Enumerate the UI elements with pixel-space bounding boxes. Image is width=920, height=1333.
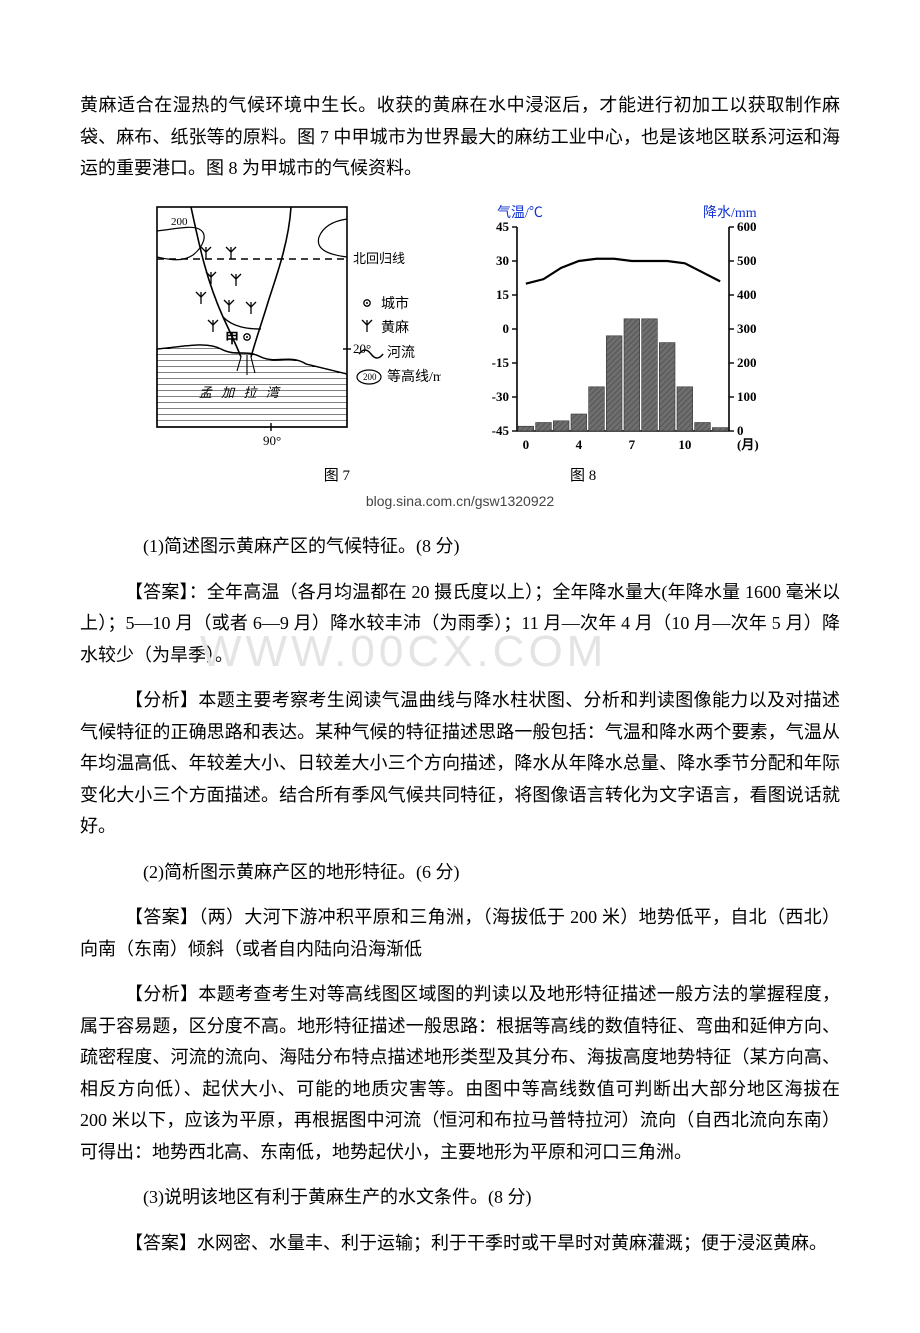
svg-text:0: 0 [523, 437, 530, 452]
svg-text:(月): (月) [737, 437, 759, 452]
explain-2: 【分析】本题考查考生对等高线图区域图的判读以及地形特征描述一般方法的掌握程度，属… [80, 979, 840, 1168]
svg-text:甲: 甲 [225, 331, 239, 347]
blog-credit: blog.sina.com.cn/gsw1320922 [366, 493, 554, 509]
svg-text:200: 200 [363, 372, 377, 382]
intro-paragraph: 黄麻适合在湿热的气候环境中生长。收获的黄麻在水中浸沤后，才能进行初加工以获取制作… [80, 90, 840, 185]
climate-svg: 气温/℃降水/mm4530150-15-30-45600500400300200… [469, 199, 769, 459]
svg-text:500: 500 [737, 253, 757, 268]
svg-text:400: 400 [737, 287, 757, 302]
answer-1: 【答案】：全年高温（各月均温都在 20 摄氏度以上）；全年降水量大(年降水量 1… [80, 577, 840, 672]
svg-text:10: 10 [678, 437, 691, 452]
svg-text:0: 0 [737, 423, 744, 438]
answer-3: 【答案】水网密、水量丰、利于运输；利于干季时或干旱时对黄麻灌溉；便于浸沤黄麻。 [80, 1228, 840, 1260]
svg-text:200: 200 [171, 216, 188, 228]
figure-captions: 图 7 图 8 [80, 463, 840, 489]
answer-2: 【答案】（两）大河下游冲积平原和三角洲，（海拔低于 200 米）地势低平，自北（… [80, 902, 840, 965]
svg-text:90°: 90° [263, 433, 281, 448]
svg-text:-30: -30 [492, 389, 509, 404]
figure-7: 200 北回归线 20° 90° 甲孟 加 拉 湾 城市黄麻河流 200 等高线/m [151, 199, 441, 459]
svg-text:城市: 城市 [381, 295, 409, 312]
question-1: (1)简述图示黄麻产区的气候特征。(8 分) [80, 531, 840, 563]
figure-8: 气温/℃降水/mm4530150-15-30-45600500400300200… [469, 199, 769, 459]
svg-text:200: 200 [737, 355, 757, 370]
fig8-caption: 图 8 [570, 468, 596, 484]
map-svg: 200 北回归线 20° 90° 甲孟 加 拉 湾 城市黄麻河流 200 等高线/m [151, 199, 441, 459]
svg-text:河流: 河流 [387, 345, 415, 361]
svg-text:7: 7 [629, 437, 636, 452]
svg-text:4: 4 [576, 437, 583, 452]
svg-text:600: 600 [737, 219, 757, 234]
svg-text:孟 加 拉 湾: 孟 加 拉 湾 [199, 385, 282, 400]
svg-text:45: 45 [496, 219, 510, 234]
fig7-caption: 图 7 [324, 463, 350, 489]
svg-text:30: 30 [496, 253, 509, 268]
svg-text:300: 300 [737, 321, 757, 336]
question-3: (3)说明该地区有利于黄麻生产的水文条件。(8 分) [80, 1182, 840, 1214]
svg-text:-45: -45 [492, 423, 510, 438]
svg-text:等高线/m: 等高线/m [387, 368, 441, 385]
explain-1: 【分析】本题主要考察考生阅读气温曲线与降水柱状图、分析和判读图像能力以及对描述气… [80, 685, 840, 843]
question-2: (2)简析图示黄麻产区的地形特征。(6 分) [80, 857, 840, 889]
svg-text:100: 100 [737, 389, 757, 404]
svg-text:黄麻: 黄麻 [381, 319, 409, 336]
figure-row: 200北回归线20°90°甲孟 加 拉 湾城市黄麻河流200等高线/m 气温/℃… [80, 199, 840, 459]
svg-text:北回归线: 北回归线 [353, 251, 405, 266]
svg-text:-15: -15 [492, 355, 510, 370]
svg-text:0: 0 [503, 321, 510, 336]
svg-text:20°: 20° [353, 341, 371, 356]
svg-text:15: 15 [496, 287, 510, 302]
